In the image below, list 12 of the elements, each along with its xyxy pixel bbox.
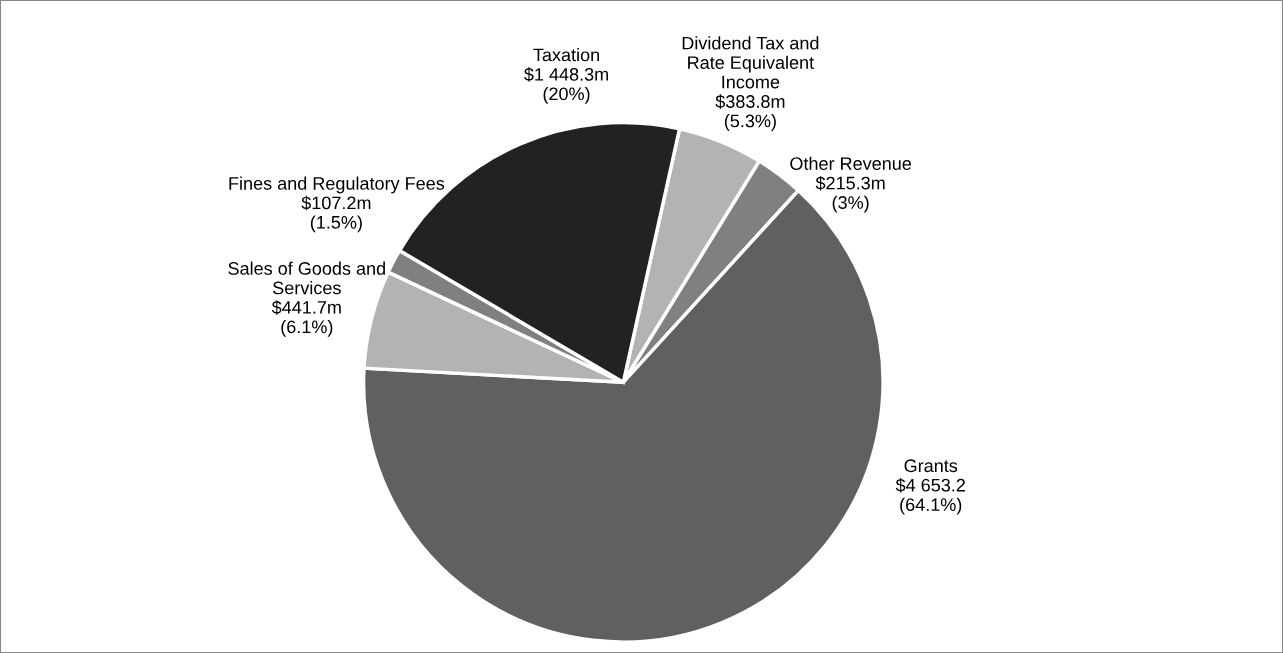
data-label: $1 448.3m (20%) — [524, 67, 608, 104]
slice-label: Fines and Regulatory Fees — [229, 176, 445, 194]
data-label: $215.3m (3%) — [815, 175, 885, 213]
slice-label: Dividend Tax and Rate Equivalent Income — [682, 36, 819, 89]
slice-label: Grants — [904, 459, 958, 473]
data-label: $4 653.2 (64.1%) — [895, 478, 965, 515]
slice-label: Sales of Goods and Services — [228, 261, 385, 295]
slice-label: Other Revenue — [790, 156, 912, 171]
slice-label: Taxation — [533, 48, 599, 62]
data-label: $107.2m (1.5%) — [301, 195, 371, 233]
data-label: $383.8m (5.3%) — [715, 94, 785, 131]
data-label: $441.7m (6.1%) — [271, 300, 341, 337]
